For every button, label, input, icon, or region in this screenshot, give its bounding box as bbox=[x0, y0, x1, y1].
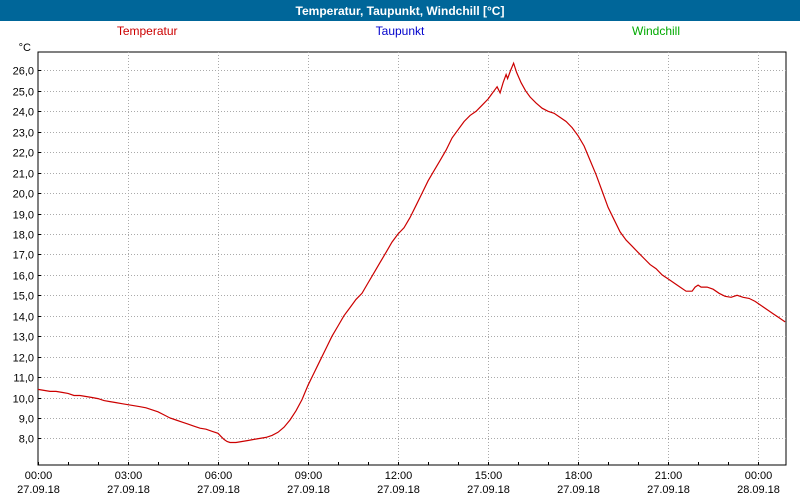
svg-text:°C: °C bbox=[19, 42, 31, 54]
svg-text:27.09.18: 27.09.18 bbox=[107, 484, 150, 496]
legend-temperatur: Temperatur bbox=[116, 24, 178, 38]
svg-text:10,0: 10,0 bbox=[13, 394, 34, 406]
svg-text:28.09.18: 28.09.18 bbox=[737, 484, 780, 496]
legend-taupunkt: Taupunkt bbox=[375, 24, 425, 38]
svg-text:12,0: 12,0 bbox=[13, 353, 34, 365]
svg-text:09:00: 09:00 bbox=[295, 470, 323, 482]
svg-text:23,0: 23,0 bbox=[13, 128, 34, 140]
svg-text:03:00: 03:00 bbox=[115, 470, 143, 482]
svg-text:21,0: 21,0 bbox=[13, 169, 34, 181]
svg-text:19,0: 19,0 bbox=[13, 210, 34, 222]
svg-text:27.09.18: 27.09.18 bbox=[17, 484, 60, 496]
svg-text:15,0: 15,0 bbox=[13, 291, 34, 303]
legend: Temperatur Taupunkt Windchill bbox=[0, 21, 800, 42]
svg-text:13,0: 13,0 bbox=[13, 332, 34, 344]
svg-text:9,0: 9,0 bbox=[19, 414, 34, 426]
chart-plot: 26,0 25,0 24,0 23,0 22,0 21,0 20,0 19,0 18,0 17,0… bbox=[13, 42, 787, 496]
svg-text:17,0: 17,0 bbox=[13, 250, 34, 262]
svg-text:16,0: 16,0 bbox=[13, 271, 34, 283]
svg-text:20,0: 20,0 bbox=[13, 189, 34, 201]
svg-text:27.09.18: 27.09.18 bbox=[287, 484, 330, 496]
svg-text:27.09.18: 27.09.18 bbox=[557, 484, 600, 496]
svg-text:11,0: 11,0 bbox=[13, 373, 34, 385]
svg-text:27.09.18: 27.09.18 bbox=[377, 484, 420, 496]
legend-windchill: Windchill bbox=[631, 24, 681, 38]
svg-text:8,0: 8,0 bbox=[19, 434, 34, 446]
svg-text:00:00: 00:00 bbox=[745, 470, 773, 482]
svg-text:21:00: 21:00 bbox=[655, 470, 683, 482]
svg-text:27.09.18: 27.09.18 bbox=[647, 484, 690, 496]
svg-text:06:00: 06:00 bbox=[205, 470, 233, 482]
chart-title: Temperatur, Taupunkt, Windchill [°C] bbox=[295, 3, 505, 18]
svg-text:18,0: 18,0 bbox=[13, 230, 34, 242]
svg-text:22,0: 22,0 bbox=[13, 148, 34, 160]
svg-text:27.09.18: 27.09.18 bbox=[467, 484, 510, 496]
svg-text:27.09.18: 27.09.18 bbox=[197, 484, 240, 496]
svg-text:24,0: 24,0 bbox=[13, 107, 34, 119]
svg-text:00:00: 00:00 bbox=[25, 470, 53, 482]
svg-text:18:00: 18:00 bbox=[565, 470, 593, 482]
svg-text:25,0: 25,0 bbox=[13, 87, 34, 99]
svg-text:14,0: 14,0 bbox=[13, 312, 34, 324]
title-bar: Temperatur, Taupunkt, Windchill [°C] bbox=[0, 0, 800, 21]
svg-text:15:00: 15:00 bbox=[475, 470, 503, 482]
svg-text:26,0: 26,0 bbox=[13, 66, 34, 78]
svg-text:12:00: 12:00 bbox=[385, 470, 413, 482]
